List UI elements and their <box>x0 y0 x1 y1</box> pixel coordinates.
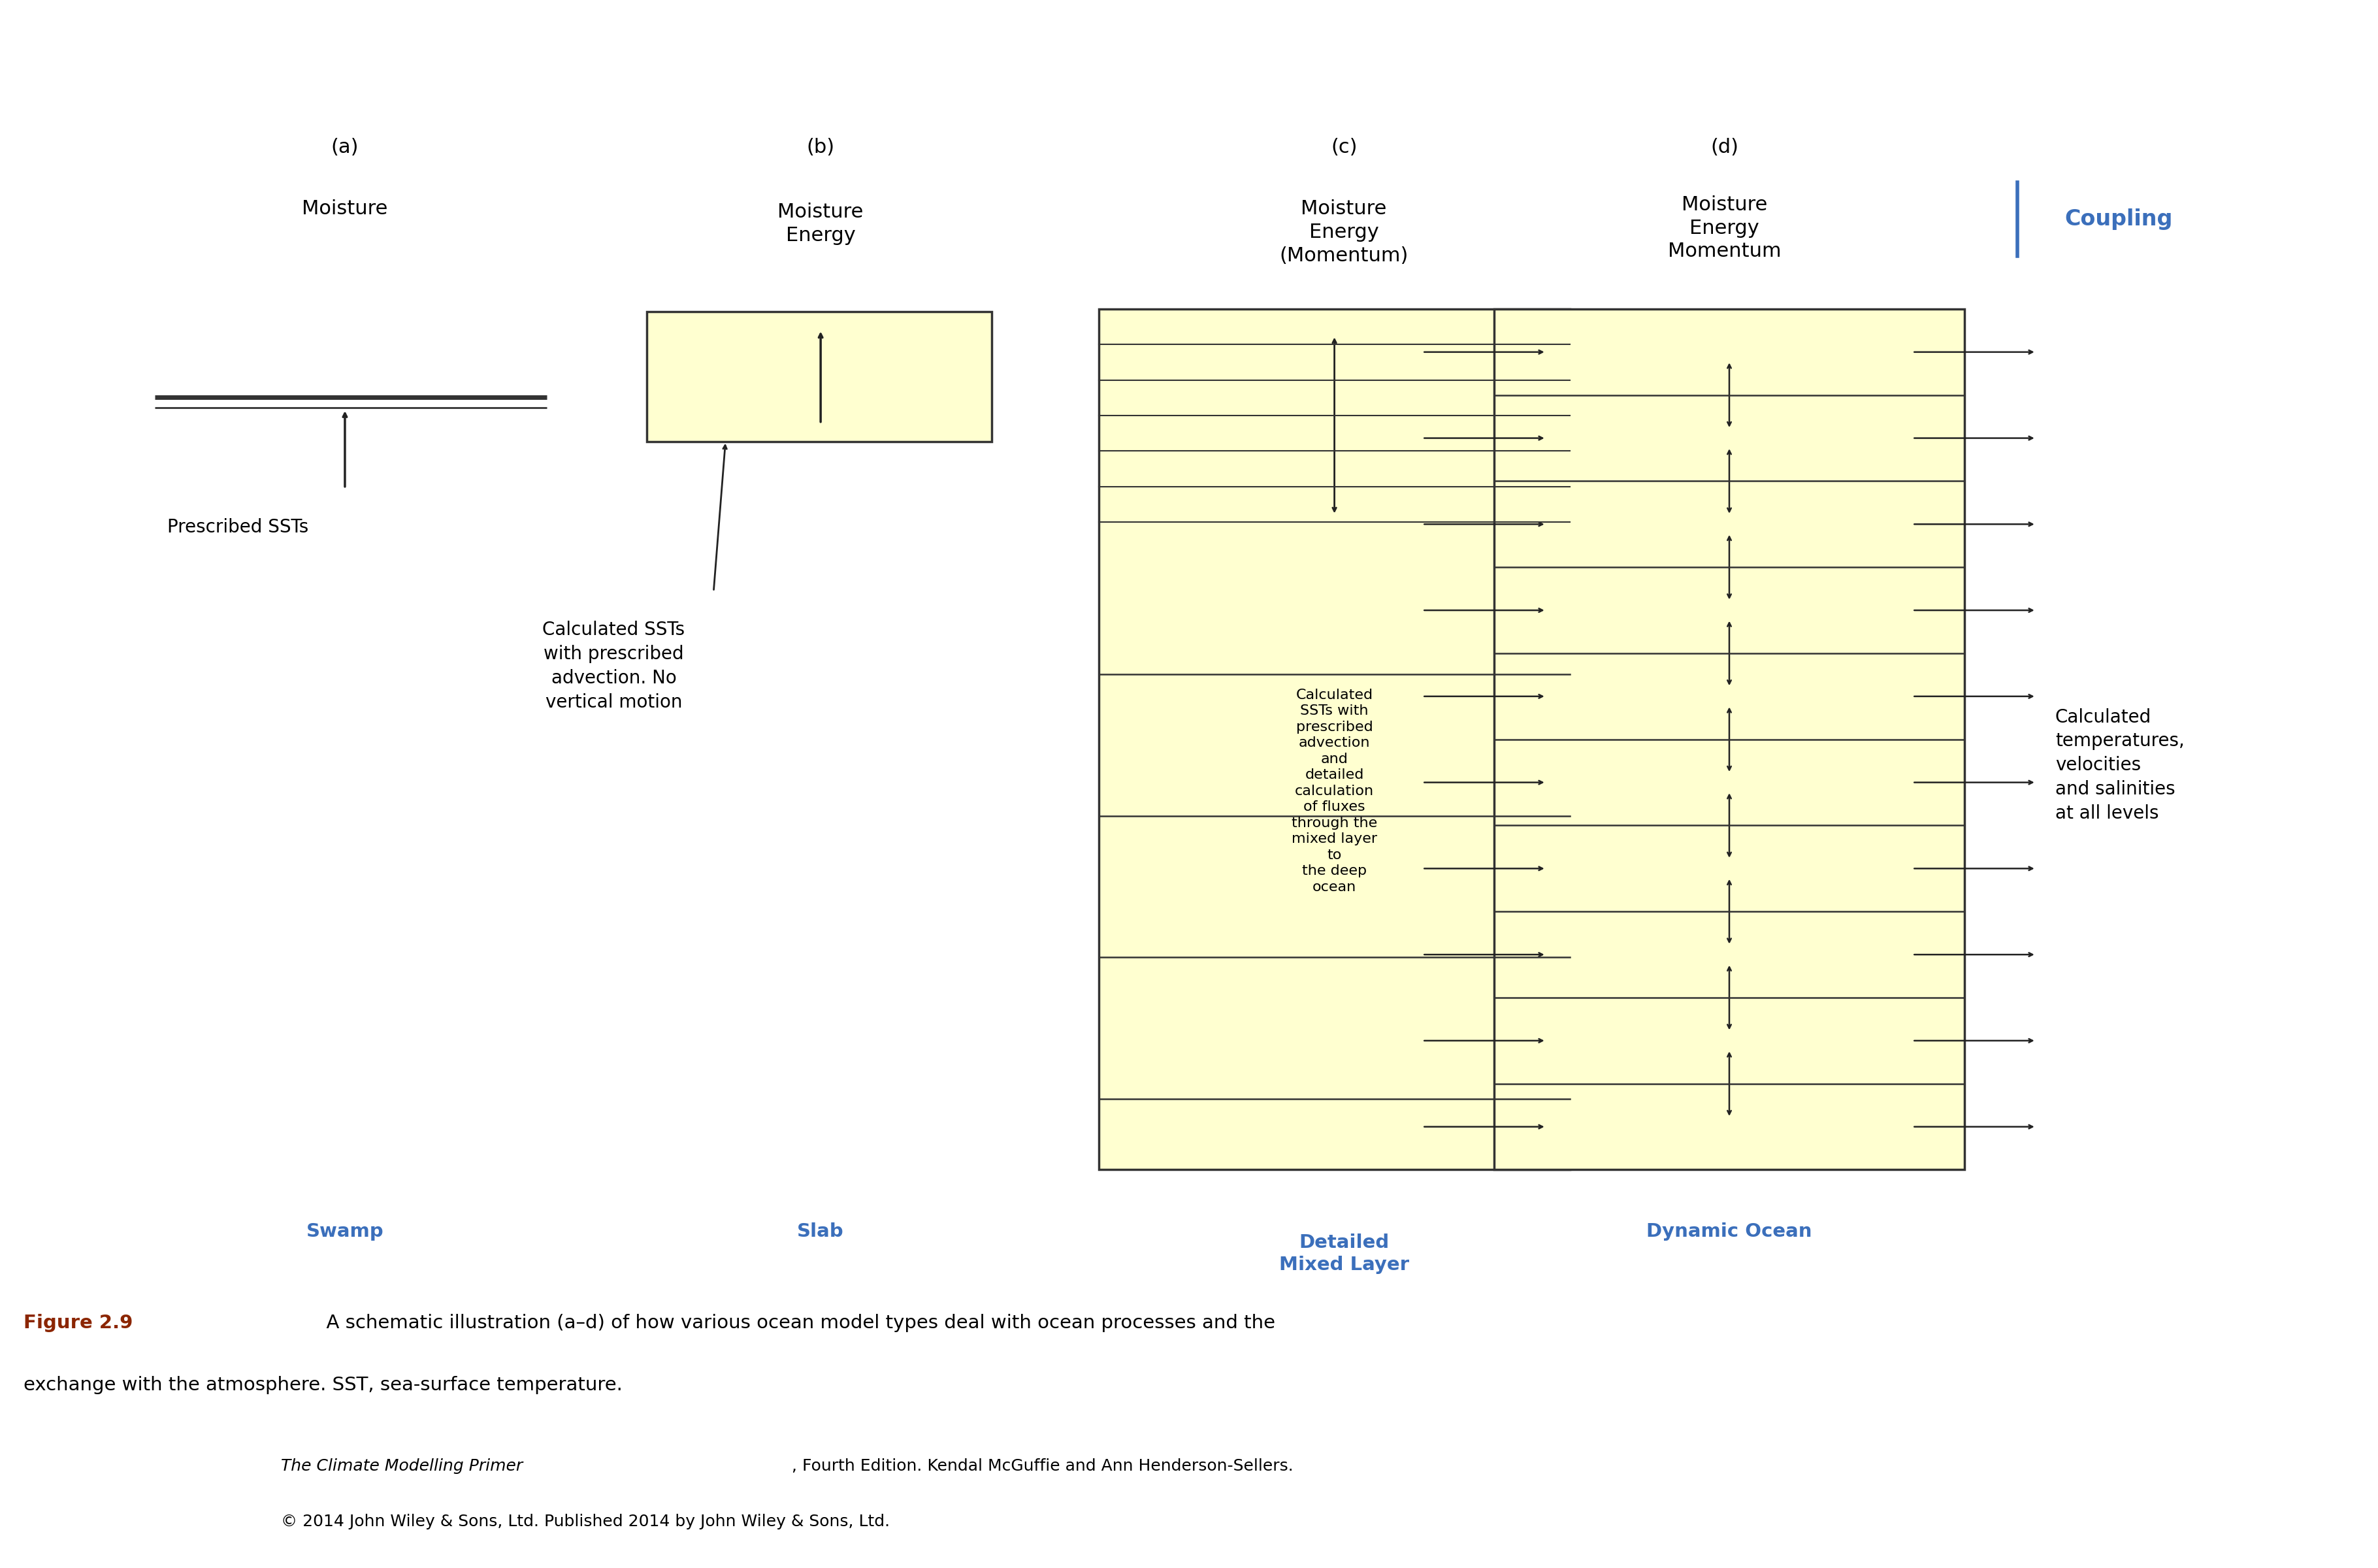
Text: Dynamic Ocean: Dynamic Ocean <box>1646 1223 1812 1240</box>
Text: Detailed
Mixed Layer: Detailed Mixed Layer <box>1279 1232 1408 1275</box>
Text: Calculated
temperatures,
velocities
and salinities
at all levels: Calculated temperatures, velocities and … <box>2055 709 2183 823</box>
Text: The Climate Modelling Primer: The Climate Modelling Primer <box>281 1458 523 1474</box>
Bar <box>1493 309 1964 1170</box>
Text: Moisture
Energy
Momentum: Moisture Energy Momentum <box>1667 194 1781 260</box>
Text: Swamp: Swamp <box>307 1223 383 1240</box>
Text: Moisture
Energy: Moisture Energy <box>778 202 863 245</box>
Text: Slab: Slab <box>797 1223 844 1240</box>
Text: , Fourth Edition. Kendal McGuffie and Ann Henderson-Sellers.: , Fourth Edition. Kendal McGuffie and An… <box>792 1458 1294 1474</box>
Text: (a): (a) <box>331 138 359 157</box>
Text: Coupling: Coupling <box>2064 209 2171 230</box>
Text: (b): (b) <box>806 138 835 157</box>
Text: exchange with the atmosphere. SST, sea-surface temperature.: exchange with the atmosphere. SST, sea-s… <box>24 1375 623 1394</box>
Bar <box>647 312 992 442</box>
Text: © 2014 John Wiley & Sons, Ltd. Published 2014 by John Wiley & Sons, Ltd.: © 2014 John Wiley & Sons, Ltd. Published… <box>281 1515 889 1530</box>
Text: Prescribed SSTs: Prescribed SSTs <box>166 517 309 536</box>
Bar <box>1099 309 1569 1170</box>
Text: Moisture: Moisture <box>302 199 388 218</box>
Text: (c): (c) <box>1329 138 1358 157</box>
Text: Figure 2.9: Figure 2.9 <box>24 1314 133 1333</box>
Text: A schematic illustration (a–d) of how various ocean model types deal with ocean : A schematic illustration (a–d) of how va… <box>314 1314 1275 1333</box>
Text: (d): (d) <box>1710 138 1738 157</box>
Text: Calculated SSTs
with prescribed
advection. No
vertical motion: Calculated SSTs with prescribed advectio… <box>542 621 685 712</box>
Text: Moisture
Energy
(Momentum): Moisture Energy (Momentum) <box>1279 199 1408 265</box>
Text: Calculated
SSTs with
prescribed
advection
and
detailed
calculation
of fluxes
thr: Calculated SSTs with prescribed advectio… <box>1291 688 1377 894</box>
